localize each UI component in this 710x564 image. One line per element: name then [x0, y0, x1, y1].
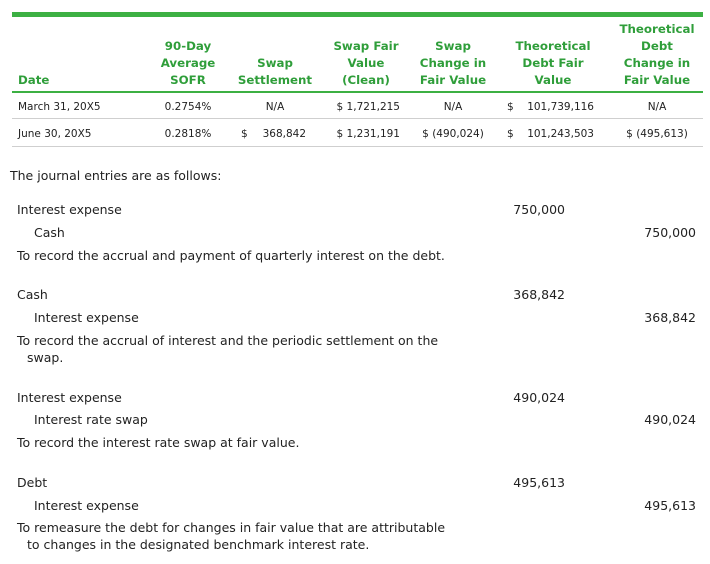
- row1-debt-fv: 101,739,116: [527, 101, 594, 113]
- entry1-credit-amount: 750,000: [644, 225, 696, 240]
- row2-date: June 30, 20X5: [18, 128, 92, 140]
- top-accent-bar: [12, 12, 703, 17]
- entry3-memo: To record the interest rate swap at fair…: [17, 435, 300, 450]
- entry2-debit-amount: 368,842: [513, 287, 565, 302]
- row-divider: [12, 146, 703, 147]
- row1-swap-fv: $ 1,721,215: [336, 101, 400, 113]
- entry2-credit-account: Interest expense: [34, 310, 139, 325]
- row1-settlement: N/A: [265, 101, 285, 113]
- entry2-memo-line2: swap.: [27, 350, 64, 365]
- header-debt-fair-value: Theoretical Debt Fair Value: [515, 39, 591, 87]
- entry4-credit-amount: 495,613: [644, 498, 696, 513]
- row2-settlement: 368,842: [262, 128, 306, 140]
- row1-swap-change: N/A: [443, 101, 463, 113]
- entry3-debit-amount: 490,024: [513, 390, 565, 405]
- entry1-debit-account: Interest expense: [17, 202, 122, 217]
- entry4-debit-amount: 495,613: [513, 475, 565, 490]
- row2-debt-fv-symbol: $: [507, 128, 514, 140]
- header-rule: [12, 91, 703, 93]
- header-swap-fair-value: Swap Fair Value (Clean): [333, 39, 399, 87]
- entry1-debit-amount: 750,000: [513, 202, 565, 217]
- entry2-credit-amount: 368,842: [644, 310, 696, 325]
- entry3-credit-amount: 490,024: [644, 412, 696, 427]
- row1-debt-change: N/A: [647, 101, 667, 113]
- entry4-credit-account: Interest expense: [34, 498, 139, 513]
- entry1-credit-account: Cash: [34, 225, 65, 240]
- header-swap-settlement: Swap Settlement: [237, 56, 313, 87]
- row2-settlement-symbol: $: [241, 128, 248, 140]
- row2-debt-change: $ (495,613): [626, 128, 688, 140]
- entry4-debit-account: Debt: [17, 475, 48, 490]
- row2-swap-fv: $ 1,231,191: [336, 128, 400, 140]
- entry3-credit-account: Interest rate swap: [34, 412, 148, 427]
- entry1-memo: To record the accrual and payment of qua…: [17, 248, 445, 263]
- entry4-memo-line2: to changes in the designated benchmark i…: [27, 537, 370, 552]
- header-debt-change: Theoretical Debt Change in Fair Value: [619, 22, 695, 87]
- row2-debt-fv: 101,243,503: [527, 128, 594, 140]
- row1-debt-fv-symbol: $: [507, 101, 514, 113]
- row1-date: March 31, 20X5: [18, 101, 101, 113]
- entry2-memo-line1: To record the accrual of interest and th…: [17, 333, 439, 348]
- entry3-debit-account: Interest expense: [17, 390, 122, 405]
- header-sofr: 90-Day Average SOFR: [160, 39, 216, 87]
- row2-swap-change: $ (490,024): [422, 128, 484, 140]
- journal-intro: The journal entries are as follows:: [10, 168, 222, 183]
- header-date: Date: [18, 73, 50, 87]
- entry4-memo-line1: To remeasure the debt for changes in fai…: [17, 520, 446, 535]
- row-divider: [12, 118, 703, 119]
- row2-sofr: 0.2818%: [164, 128, 212, 140]
- header-swap-change: Swap Change in Fair Value: [419, 39, 487, 87]
- row1-sofr: 0.2754%: [164, 101, 212, 113]
- entry2-debit-account: Cash: [17, 287, 48, 302]
